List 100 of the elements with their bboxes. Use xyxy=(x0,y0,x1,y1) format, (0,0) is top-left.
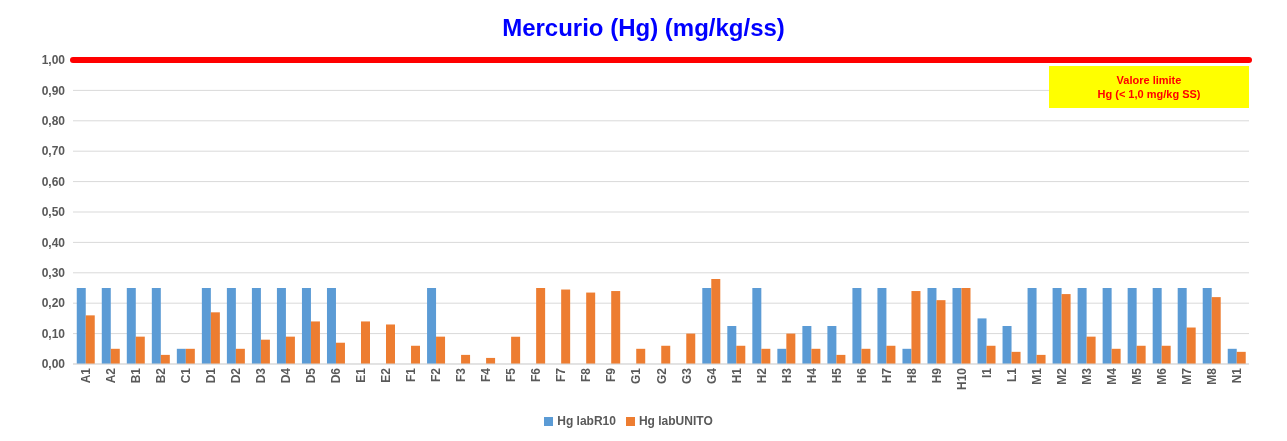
bar xyxy=(761,348,771,364)
bar xyxy=(326,288,336,364)
x-tick-label: H6 xyxy=(854,367,869,384)
bar xyxy=(1236,351,1246,364)
x-tick-label: G3 xyxy=(679,367,694,385)
y-tick-label: 0,50 xyxy=(41,205,66,220)
y-tick-label: 0,10 xyxy=(41,326,66,341)
bar xyxy=(611,291,621,364)
bar xyxy=(185,348,195,364)
bar xyxy=(201,288,211,364)
x-tick-label: B2 xyxy=(154,367,169,384)
bar xyxy=(852,288,862,364)
bar xyxy=(702,288,712,364)
bar xyxy=(777,348,787,364)
legend-label: Hg labR10 xyxy=(557,414,616,428)
bar xyxy=(1002,326,1012,364)
bar xyxy=(1111,348,1121,364)
x-tick-label: H5 xyxy=(829,367,844,384)
bar xyxy=(85,315,95,364)
bar xyxy=(802,326,812,364)
x-tick-label: H8 xyxy=(904,367,919,384)
bar xyxy=(861,348,871,364)
x-tick-label: F7 xyxy=(554,367,569,383)
x-tick-label: H7 xyxy=(879,367,894,384)
bar xyxy=(176,348,186,364)
bar xyxy=(927,288,937,364)
x-tick-label: E1 xyxy=(354,367,369,383)
bar xyxy=(952,288,962,364)
bar xyxy=(1136,345,1146,364)
x-tick-label: N1 xyxy=(1230,367,1245,384)
x-tick-label: M1 xyxy=(1029,367,1044,385)
x-tick-label: F2 xyxy=(429,367,444,383)
bar xyxy=(1011,351,1021,364)
x-tick-label: F8 xyxy=(579,367,594,383)
bar xyxy=(135,336,145,364)
bar xyxy=(736,345,746,364)
legend-label: Hg labUNITO xyxy=(638,414,713,428)
bar xyxy=(902,348,912,364)
ref-line-label: Valore limite Hg (< 1,0 mg/kg SS) xyxy=(1097,74,1201,100)
x-tick-label: D5 xyxy=(304,367,319,384)
x-tick-label: M7 xyxy=(1179,367,1194,385)
bar xyxy=(301,288,311,364)
bar xyxy=(1077,288,1087,364)
bar xyxy=(285,336,295,364)
y-tick-label: 0,60 xyxy=(41,174,66,189)
x-tick-label: H10 xyxy=(954,367,969,391)
bar xyxy=(511,336,521,364)
x-tick-label: A2 xyxy=(104,367,119,384)
x-tick-label: B1 xyxy=(129,367,144,384)
x-tick-label: M4 xyxy=(1104,367,1119,385)
bar xyxy=(1127,288,1137,364)
bar xyxy=(427,288,437,364)
bar xyxy=(961,288,971,364)
x-tick-label: D6 xyxy=(329,367,344,384)
bar xyxy=(986,345,996,364)
x-tick-label: G2 xyxy=(654,367,669,385)
x-tick-label: M2 xyxy=(1054,367,1069,385)
bar xyxy=(536,288,546,364)
bar xyxy=(1227,348,1237,364)
bar xyxy=(886,345,896,364)
bar xyxy=(251,288,261,364)
bar xyxy=(711,278,721,364)
bar xyxy=(335,342,345,364)
x-tick-label: F5 xyxy=(504,367,519,383)
x-tick-label: F3 xyxy=(454,367,469,383)
bar xyxy=(636,348,646,364)
bar xyxy=(386,324,396,364)
y-tick-label: 0,00 xyxy=(41,357,66,372)
bar xyxy=(786,333,796,364)
bar xyxy=(977,318,987,364)
bar xyxy=(1061,294,1071,364)
x-tick-label: M8 xyxy=(1204,367,1219,385)
x-tick-label: H2 xyxy=(754,367,769,384)
x-tick-label: C1 xyxy=(179,367,194,384)
x-tick-label: A1 xyxy=(79,367,94,384)
bar xyxy=(661,345,671,364)
bar xyxy=(1177,288,1187,364)
bar xyxy=(360,321,370,364)
x-tick-label: F1 xyxy=(404,367,419,383)
bar xyxy=(276,288,286,364)
chart-title: Mercurio (Hg) (mg/kg/ss) xyxy=(501,13,786,43)
x-tick-label: E2 xyxy=(379,367,394,383)
bar xyxy=(151,288,161,364)
x-tick-label: H1 xyxy=(729,367,744,384)
x-tick-label: M3 xyxy=(1079,367,1094,385)
x-tick-label: D4 xyxy=(279,367,294,384)
bar xyxy=(811,348,821,364)
bar xyxy=(1102,288,1112,364)
bar xyxy=(1052,288,1062,364)
bar xyxy=(911,291,921,364)
bar xyxy=(1161,345,1171,364)
bar xyxy=(936,300,946,364)
bar xyxy=(110,348,120,364)
bar xyxy=(1027,288,1037,364)
y-tick-label: 0,70 xyxy=(41,144,66,159)
x-tick-label: F9 xyxy=(604,367,619,383)
bar xyxy=(1211,297,1221,364)
bar xyxy=(310,321,320,364)
bar xyxy=(877,288,887,364)
bar xyxy=(561,289,571,364)
